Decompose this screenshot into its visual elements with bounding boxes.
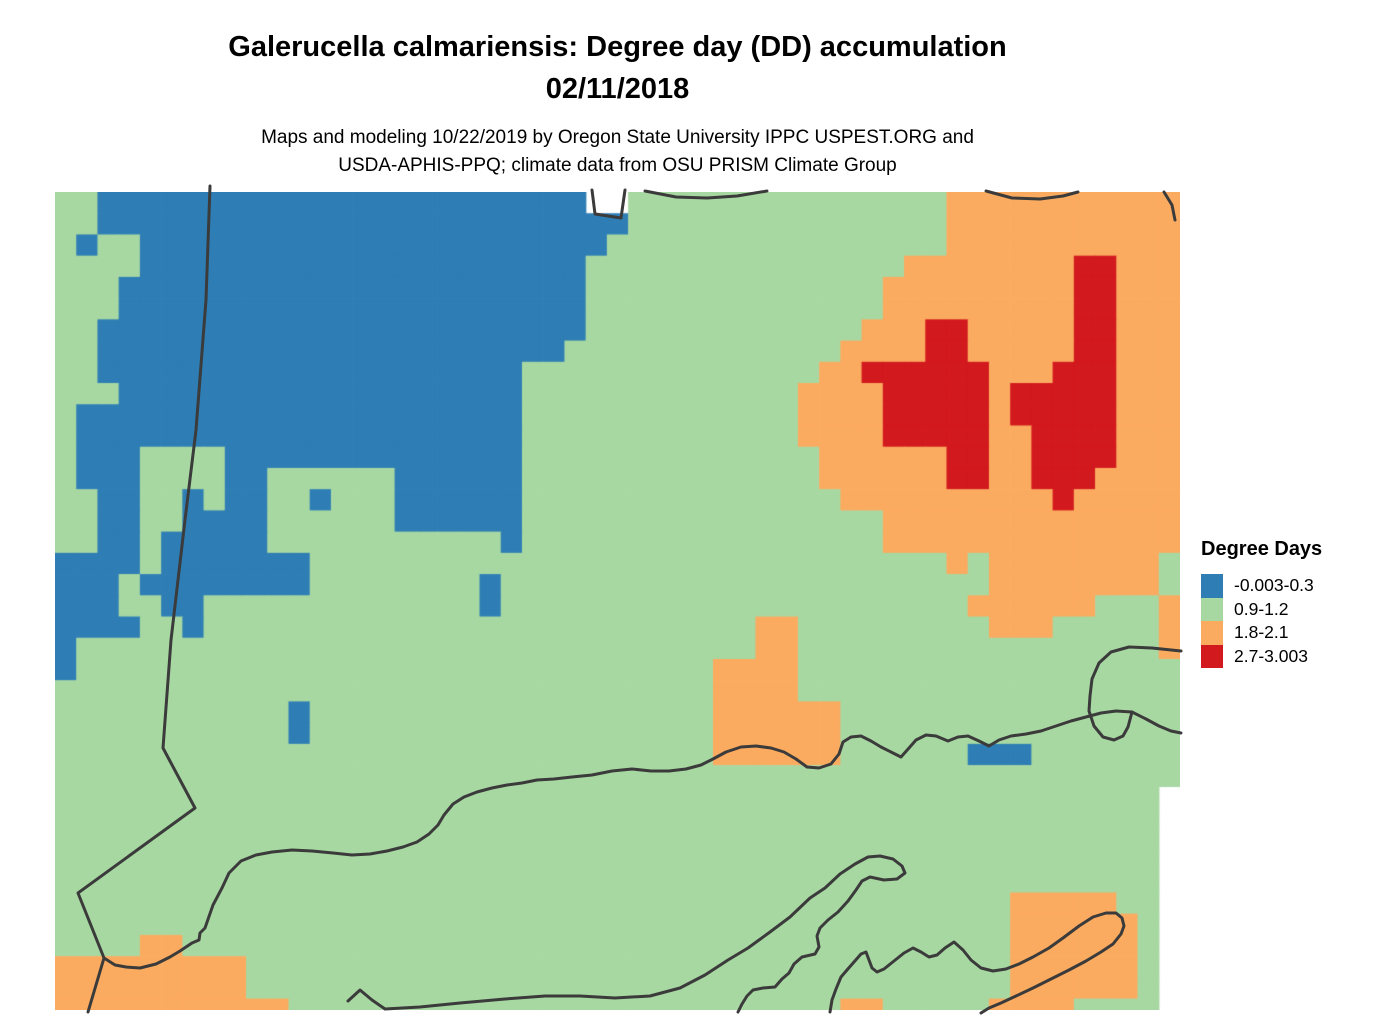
legend-item: -0.003-0.3 <box>1201 574 1391 598</box>
map-subtitle: Maps and modeling 10/22/2019 by Oregon S… <box>0 124 1235 180</box>
legend-title: Degree Days <box>1201 538 1323 560</box>
legend-label: 0.9-1.2 <box>1234 598 1289 619</box>
legend-swatch-red <box>1201 644 1223 668</box>
legend-item: 1.8-2.1 <box>1201 621 1391 645</box>
legend-swatch-orange <box>1201 621 1223 645</box>
legend-item: 2.7-3.003 <box>1201 644 1391 668</box>
legend-label: -0.003-0.3 <box>1234 575 1314 596</box>
map-title-date: 02/11/2018 <box>545 73 690 105</box>
legend-label: 1.8-2.1 <box>1234 622 1289 643</box>
map-subtitle-line2: USDA-APHIS-PPQ; climate data from OSU PR… <box>338 155 897 176</box>
legend-item: 0.9-1.2 <box>1201 597 1391 621</box>
legend-swatch-green <box>1201 597 1223 621</box>
legend-swatch-blue <box>1201 574 1223 598</box>
map-title-line1: Galerucella calmariensis: Degree day (DD… <box>228 31 1007 63</box>
map-title: Galerucella calmariensis: Degree day (DD… <box>0 26 1235 110</box>
map-raster <box>55 192 1180 1010</box>
legend: Degree Days -0.003-0.3 0.9-1.2 1.8-2.1 2… <box>1201 538 1391 668</box>
legend-label: 2.7-3.003 <box>1234 645 1308 666</box>
map-subtitle-line1: Maps and modeling 10/22/2019 by Oregon S… <box>261 127 974 148</box>
